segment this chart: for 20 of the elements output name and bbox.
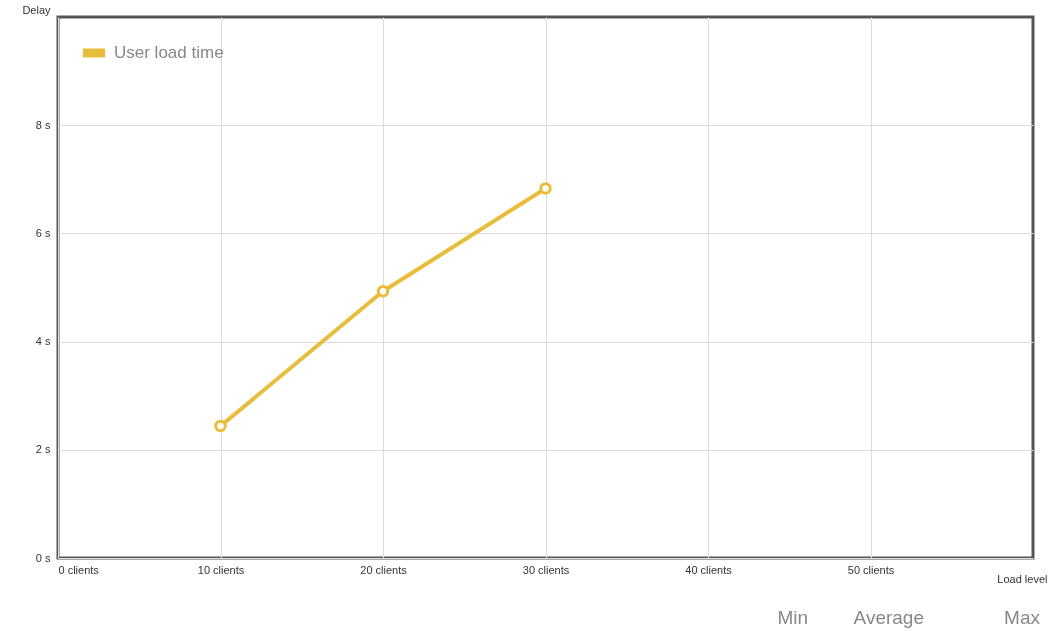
y-tick-label: 0 s bbox=[35, 551, 51, 564]
x-tick-label: 0 clients bbox=[58, 563, 100, 576]
point bbox=[376, 285, 390, 298]
y-axis-title: Delay bbox=[22, 3, 51, 16]
x-tick-label: 40 clients bbox=[685, 563, 733, 576]
point bbox=[214, 419, 227, 433]
point bbox=[539, 182, 552, 195]
x-tick-label: 10 clients bbox=[197, 563, 245, 576]
x-tick-label: 30 clients bbox=[522, 563, 570, 576]
y-tick-label: 4 s bbox=[35, 335, 51, 348]
y-tick-label: 8 s bbox=[35, 118, 51, 131]
text: Average bbox=[853, 607, 924, 628]
text: Min bbox=[777, 607, 808, 628]
y-tick-label: 2 s bbox=[35, 443, 51, 456]
text: Max bbox=[1004, 607, 1041, 628]
legend-label: User load time bbox=[114, 43, 224, 62]
y-tick-label: 6 s bbox=[35, 226, 51, 239]
x-axis-title: Load level bbox=[997, 572, 1048, 585]
x-tick-label: 20 clients bbox=[360, 563, 408, 576]
x-tick-label: 50 clients bbox=[847, 563, 895, 576]
